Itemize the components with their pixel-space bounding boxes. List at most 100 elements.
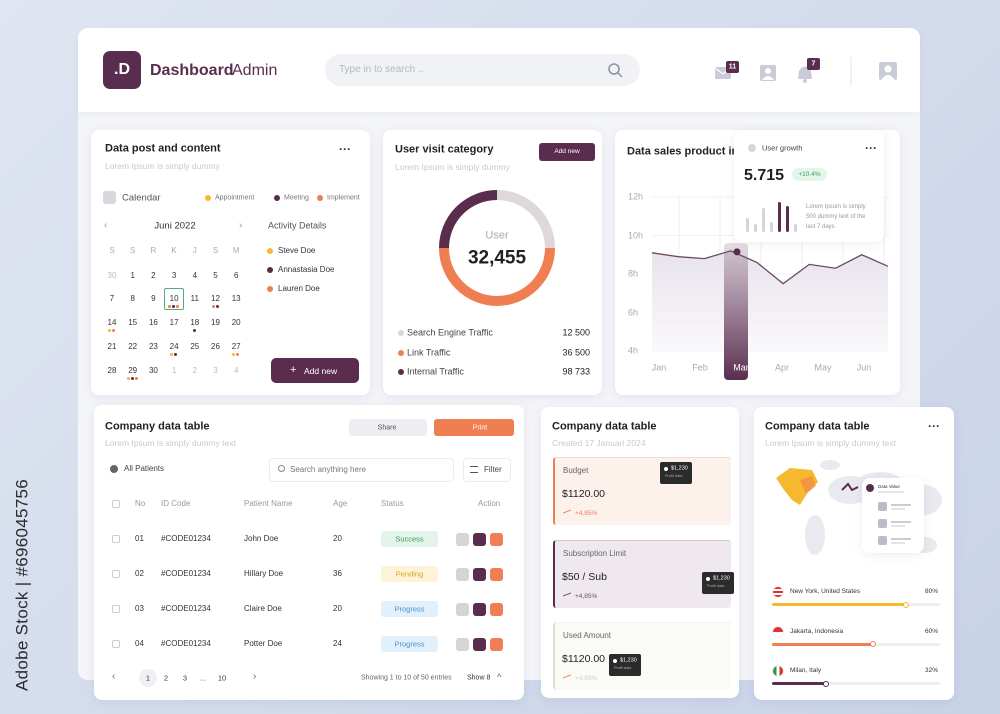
action-button[interactable]: [490, 602, 503, 616]
growth-popup: [734, 130, 884, 242]
weekday: S: [212, 246, 219, 255]
traffic-dot: [398, 349, 404, 356]
filter-button[interactable]: [463, 458, 511, 482]
cell: 04: [135, 639, 144, 648]
x-tick-label: Feb: [692, 362, 708, 373]
prev-month[interactable]: ‹: [104, 220, 108, 231]
tooltip-value: $1,230: [671, 465, 688, 472]
action-button[interactable]: [456, 637, 469, 651]
tooltip-note: Profit data: [665, 474, 683, 479]
event-dot: [108, 329, 111, 332]
popup-icon: [878, 519, 887, 528]
page-next[interactable]: ›: [253, 671, 257, 682]
page-prev[interactable]: ‹: [112, 671, 116, 682]
calendar-day: 13: [231, 294, 241, 303]
growth-note: 500 dummy text of the: [806, 214, 866, 220]
location-name: New York, United States: [790, 587, 861, 595]
avatar-icon: [884, 65, 892, 73]
progress-track: [772, 682, 940, 685]
calendar-day: 16: [148, 318, 158, 327]
status: Progress: [394, 604, 425, 614]
popup-line: [891, 521, 911, 523]
y-tick-label: 8h: [628, 268, 639, 279]
card-subtitle: Created 17 Januari 2024: [552, 437, 646, 448]
cell: John Doe: [244, 534, 279, 543]
page-size: Show 8: [467, 674, 491, 682]
action-button[interactable]: [473, 567, 486, 581]
action-button[interactable]: [473, 532, 486, 546]
bell-icon: [803, 79, 807, 83]
page-size-caret[interactable]: ^: [497, 672, 502, 682]
card-subtitle: Lorem Ipsum is simply dummy text: [765, 437, 896, 448]
add-button[interactable]: [271, 358, 359, 383]
donut-segment: [496, 190, 555, 249]
location-name: Jakarta, Indonesia: [790, 627, 844, 635]
event-dot: [134, 377, 138, 380]
action-button[interactable]: [490, 567, 503, 581]
add-button[interactable]: [539, 143, 595, 161]
action-button[interactable]: [473, 637, 486, 651]
logo-text: .D: [114, 61, 130, 78]
calendar-day: 26: [211, 342, 220, 351]
visit-card: [383, 130, 602, 395]
badge: [807, 58, 820, 70]
marker-link: [841, 482, 859, 492]
action-button[interactable]: [456, 602, 469, 616]
action-button[interactable]: [456, 532, 469, 546]
action-button[interactable]: [456, 567, 469, 581]
flag: [772, 665, 784, 677]
next-month[interactable]: ›: [239, 220, 243, 231]
share-button[interactable]: [349, 419, 427, 436]
event-dot: [170, 353, 174, 356]
item-label: Used Amount: [563, 631, 612, 640]
traffic-value: 36 500: [562, 347, 590, 357]
button-label: Filter: [484, 465, 502, 474]
calendar-day: 29: [128, 366, 138, 375]
button-label: Print: [472, 424, 488, 431]
event-dot: [112, 329, 115, 332]
activity-dot: [267, 248, 273, 254]
checkbox: [112, 640, 120, 648]
cell: 01: [135, 534, 144, 543]
search-box[interactable]: [269, 458, 454, 482]
traffic-dot: [398, 330, 404, 336]
cell: Claire Doe: [244, 604, 282, 613]
popup-line: [891, 525, 905, 527]
calendar-day: 1: [171, 366, 177, 375]
event-dot: [192, 329, 196, 332]
cell: #CODE01234: [161, 534, 211, 543]
mini-bar: [770, 222, 773, 232]
more-button[interactable]: ···: [928, 419, 940, 433]
highlight-bar: [724, 243, 748, 380]
tooltip-dot: [664, 467, 668, 471]
cell: 03: [135, 604, 144, 613]
flag: [772, 625, 784, 638]
activity-dot: [267, 267, 273, 273]
progress-knob: [869, 641, 876, 647]
button-label: Share: [377, 424, 397, 431]
highlight-dot: [733, 248, 741, 256]
status-pill: [381, 636, 438, 652]
print-button[interactable]: [434, 419, 514, 436]
progress-bar: [772, 682, 826, 685]
search-box[interactable]: [325, 54, 640, 86]
legend-label: Implement: [327, 194, 360, 201]
event-dot: [211, 305, 215, 308]
popup-icon: [866, 484, 874, 492]
calendar-day: 30: [148, 366, 158, 375]
more-button[interactable]: ···: [865, 141, 877, 155]
action-button[interactable]: [473, 602, 486, 616]
tooltip: [702, 572, 734, 594]
more-button[interactable]: ···: [339, 142, 351, 156]
event-dot: [174, 353, 178, 356]
calendar-icon: [103, 191, 116, 204]
sales-chart: [651, 196, 889, 380]
action-button[interactable]: [490, 532, 503, 546]
donut-segment: [439, 247, 555, 306]
calendar-day: 27: [231, 342, 241, 351]
weekday: J: [192, 246, 197, 255]
item-amount: $50 / Sub: [562, 570, 607, 583]
column-header: Age: [333, 499, 348, 508]
card-title: Company data table: [105, 420, 210, 433]
action-button[interactable]: [490, 637, 503, 651]
